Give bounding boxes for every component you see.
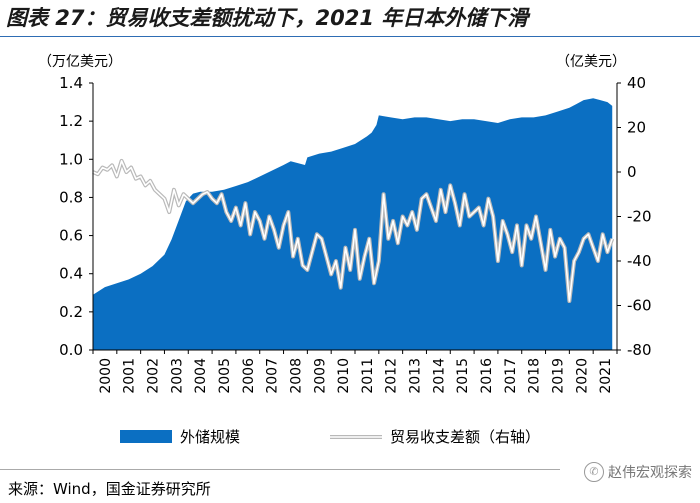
x-tick-label: 2014 [431, 358, 447, 394]
watermark-text: 赵伟宏观探索 [608, 465, 692, 481]
left-tick-label: 0.6 [59, 227, 83, 245]
right-tick-label: 40 [627, 74, 646, 92]
x-tick-label: 2000 [98, 358, 114, 394]
title-divider [0, 36, 700, 37]
chart-title: 图表 27：贸易收支差额扰动下，2021 年日本外储下滑 [6, 6, 529, 30]
x-tick-label: 2008 [288, 358, 304, 394]
left-tick-label: 1.2 [59, 112, 83, 130]
left-tick-label: 0.0 [59, 341, 83, 359]
x-tick-label: 2010 [336, 358, 352, 394]
left-tick-label: 1.4 [59, 74, 83, 92]
right-tick-label: 20 [627, 119, 646, 137]
x-tick-label: 2011 [360, 358, 376, 394]
legend-label-area: 外储规模 [180, 428, 240, 446]
axes: 0.0 0.2 0.4 0.6 0.8 1.0 1.2 1.4 -80 -60 -40 -20 0 20 4… [38, 54, 652, 394]
source-note: 来源：Wind，国金证券研究所 [8, 480, 211, 498]
x-tick-label: 2001 [122, 358, 138, 394]
right-tick-label: -60 [627, 297, 652, 315]
x-tick-label: 2007 [265, 358, 281, 394]
series-line-trade-balance [92, 160, 613, 302]
wechat-icon: ✆ [584, 462, 604, 482]
right-tick-label: 0 [627, 163, 637, 181]
x-tick-label: 2006 [241, 358, 257, 394]
left-axis-unit: （万亿美元） [38, 54, 122, 70]
x-tick-label: 2012 [384, 358, 400, 394]
x-tick-label: 2017 [503, 358, 519, 394]
left-tick-label: 0.2 [59, 303, 83, 321]
footer-divider [0, 469, 560, 470]
x-tick-label: 2020 [574, 358, 590, 394]
x-tick-label: 2002 [146, 358, 162, 394]
legend-swatch-area [120, 430, 172, 443]
left-tick-label: 1.0 [59, 150, 83, 168]
watermark: ✆ 赵伟宏观探索 [584, 462, 692, 482]
legend: 外储规模 贸易收支差额（右轴） [120, 428, 540, 446]
x-tick-label: 2018 [527, 358, 543, 394]
series-area-reserves [93, 98, 613, 350]
x-tick-label: 2015 [455, 358, 471, 394]
legend-label-line: 贸易收支差额（右轴） [390, 428, 540, 446]
right-tick-label: -20 [627, 208, 652, 226]
x-tick-label: 2021 [598, 358, 614, 394]
left-tick-label: 0.4 [59, 265, 83, 283]
x-tick-label: 2003 [169, 358, 185, 394]
right-axis-unit: （亿美元） [556, 54, 626, 70]
x-tick-label: 2009 [312, 358, 328, 394]
x-tick-label: 2005 [217, 358, 233, 394]
x-tick-label: 2013 [408, 358, 424, 394]
x-tick-label: 2004 [193, 358, 209, 394]
x-tick-label: 2019 [550, 358, 566, 394]
right-tick-label: -40 [627, 252, 652, 270]
right-tick-label: -80 [627, 341, 652, 359]
left-tick-label: 0.8 [59, 188, 83, 206]
x-tick-label: 2016 [479, 358, 495, 394]
plot-area [92, 98, 615, 350]
